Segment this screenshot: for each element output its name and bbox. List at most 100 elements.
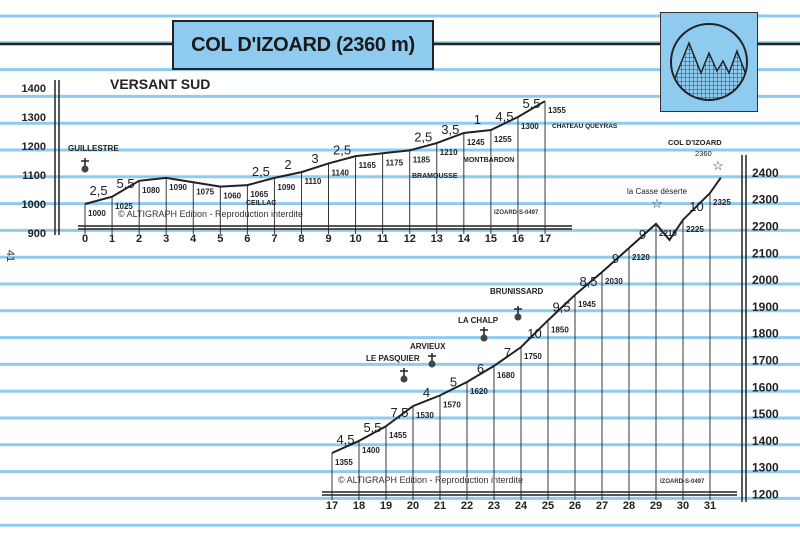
gradient-label: 3 (311, 151, 318, 166)
x-tick-label: 30 (677, 500, 689, 512)
elevation-label: 2120 (632, 253, 650, 262)
gradient-label: 2,5 (252, 164, 270, 179)
elevation-label: 1165 (359, 161, 377, 170)
elevation-label: 1300 (521, 122, 539, 131)
gradient-label: 10 (527, 326, 541, 341)
elevation-label: 1850 (551, 325, 569, 334)
copyright-credit: © ALTIGRAPH Edition - Reproduction inter… (338, 475, 523, 485)
church-icon (428, 360, 436, 368)
subtitle: VERSANT SUD (110, 76, 211, 92)
y-tick-label: 1800 (752, 327, 779, 341)
place-label: ARVIEUX (410, 342, 446, 351)
x-tick-label: 7 (271, 233, 277, 245)
y-tick-label: 1900 (752, 300, 779, 314)
elevation-label: 2325 (713, 198, 731, 207)
gradient-label: 4 (423, 385, 430, 400)
y-tick-label: 1100 (22, 170, 46, 182)
x-tick-label: 27 (596, 500, 608, 512)
gradient-label: 8,5 (579, 274, 597, 289)
church-icon (81, 165, 89, 173)
elevation-label: 1455 (389, 431, 407, 440)
x-tick-label: 1 (109, 233, 115, 245)
y-tick-label: 1400 (22, 83, 46, 95)
x-tick-label: 20 (407, 500, 419, 512)
gradient-label: 9 (639, 227, 646, 242)
elevation-label: 1080 (142, 186, 160, 195)
gradient-label: 2 (284, 157, 291, 172)
x-tick-label: 9 (325, 233, 331, 245)
x-tick-label: 8 (298, 233, 304, 245)
copyright-credit: © ALTIGRAPH Edition - Reproduction inter… (118, 209, 303, 219)
y-tick-label: 2300 (752, 193, 779, 207)
x-tick-label: 6 (244, 233, 250, 245)
y-tick-label: 1200 (22, 141, 46, 153)
y-tick-label: 900 (28, 228, 46, 240)
elevation-label: 1025 (115, 202, 133, 211)
x-tick-label: 26 (569, 500, 581, 512)
church-icon (480, 327, 488, 335)
summit-elevation-label: 2360 (695, 149, 712, 158)
church-icon (514, 313, 522, 321)
x-tick-label: 2 (136, 233, 142, 245)
place-label: CEILLAC (246, 200, 276, 207)
elevation-label: 1090 (277, 183, 295, 192)
elevation-label: 1400 (362, 446, 380, 455)
gradient-label: 5,5 (363, 420, 381, 435)
x-tick-label: 3 (163, 233, 169, 245)
y-tick-label: 2200 (752, 220, 779, 234)
y-tick-label: 2000 (752, 273, 779, 287)
church-icon (400, 375, 408, 383)
elevation-label: 1945 (578, 300, 596, 309)
x-tick-label: 17 (539, 233, 551, 245)
elevation-label: 1090 (169, 183, 187, 192)
y-tick-label: 2400 (752, 166, 779, 180)
star-icon: ☆ (651, 196, 663, 211)
y-tick-label: 1300 (752, 461, 779, 475)
x-tick-label: 5 (217, 233, 223, 245)
gradient-label: 10 (689, 199, 703, 214)
gradient-label: 7,5 (390, 405, 408, 420)
gradient-label: 3,5 (441, 122, 459, 137)
x-tick-label: 19 (380, 500, 392, 512)
x-tick-label: 16 (512, 233, 524, 245)
place-label: LE PASQUIER (366, 354, 420, 363)
x-tick-label: 29 (650, 500, 662, 512)
church-icon (480, 334, 488, 342)
x-tick-label: 0 (82, 233, 88, 245)
elevation-label: 1255 (494, 135, 512, 144)
elevation-label: 1620 (470, 387, 488, 396)
church-icon (400, 368, 408, 376)
elevation-label: 1000 (88, 209, 106, 218)
summit-label: COL D'IZOARD (668, 138, 722, 147)
elevation-label: 1110 (304, 177, 321, 186)
x-tick-label: 12 (404, 233, 416, 245)
x-tick-label: 25 (542, 500, 554, 512)
place-label: BRUNISSARD (490, 287, 544, 296)
gradient-label: 1 (474, 112, 481, 127)
mountain-logo (660, 12, 758, 112)
place-label: CHATEAU QUEYRAS (552, 123, 618, 130)
elevation-label: 1530 (416, 411, 434, 420)
profile-panel-2: 1200 1300 1400 1500 1600 1700 1800 1900 2000 2100… (322, 155, 779, 512)
place-label: la Casse déserte (627, 187, 688, 196)
gradient-label: 4,5 (336, 432, 354, 447)
gradient-label: 9 (612, 251, 619, 266)
gradient-label: 5,5 (117, 176, 135, 191)
x-tick-label: 11 (377, 233, 389, 245)
place-label: MONTBARDON (463, 157, 514, 164)
map-code: IZOARD-S-0497 (660, 479, 705, 485)
elevation-label: 1355 (548, 106, 566, 115)
x-tick-label: 24 (515, 500, 528, 512)
place-label: BRAMOUSSE (412, 173, 458, 180)
gradient-label: 2,5 (414, 129, 432, 144)
elevation-label: 1075 (196, 187, 214, 196)
elevation-label: 1570 (443, 400, 461, 409)
gradient-label: 6 (477, 361, 484, 376)
x-tick-label: 15 (485, 233, 497, 245)
y-tick-label: 1500 (752, 407, 779, 421)
elevation-label: 1355 (335, 458, 353, 467)
gradient-label: 7 (504, 345, 511, 360)
x-tick-label: 18 (353, 500, 365, 512)
